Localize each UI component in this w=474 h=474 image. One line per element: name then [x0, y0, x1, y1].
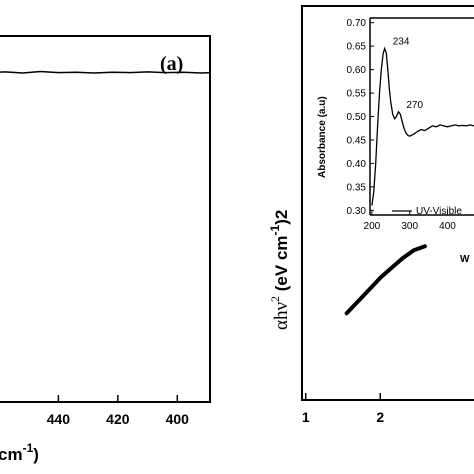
- inset-y-tick-label: 0.65: [347, 42, 367, 53]
- inset-y-tick-label: 0.30: [347, 206, 367, 217]
- panel-b-ylabel-sup2: -1: [268, 224, 282, 235]
- inset-series-line: [371, 46, 474, 206]
- panel-b-ylabel-lead: αhν: [271, 302, 292, 330]
- panel-b-inset: 0.30 0.35 0.40 0.45 0.50 0.55 0.60 0.65 0.70 200…: [317, 17, 474, 265]
- inset-x-axis-title: W: [460, 254, 470, 265]
- inset-x-tick-label: 400: [439, 221, 456, 232]
- inset-background: [370, 20, 474, 213]
- panel-a-x-tick-label: 440: [47, 411, 71, 427]
- inset-x-ticks: 200 300 400: [364, 211, 456, 232]
- inset-y-ticks: 0.30 0.35 0.40 0.45 0.50 0.55 0.60 0.65 0.70: [347, 18, 374, 217]
- inset-y-tick-label: 0.40: [347, 159, 367, 170]
- panel-b-ylabel-sup1: 2: [268, 296, 282, 302]
- panel-a-x-tick-label: 420: [106, 411, 130, 427]
- panel-a-xlabel-tail: ): [33, 445, 39, 464]
- panel-a-x-ticks: 440 420 400: [47, 395, 189, 427]
- panel-a-x-axis-title: cm-1): [0, 441, 39, 464]
- inset-legend-label: UV-Visible: [416, 206, 462, 217]
- panel-b-y-axis-title: αhν2 (eV cm-1)2: [268, 210, 292, 330]
- panel-b-x-tick-label: 1: [302, 409, 310, 425]
- inset-y-axis-title: Absorbance (a.u): [317, 96, 328, 178]
- inset-y-tick-label: 0.70: [347, 18, 367, 29]
- panel-a-xlabel-main: cm: [0, 445, 23, 464]
- panel-a: (a) 440 420 400 cm-1): [0, 35, 211, 464]
- inset-peak-label: 270: [406, 100, 423, 111]
- inset-y-tick-label: 0.35: [347, 182, 367, 193]
- panel-a-xlabel-sup: -1: [23, 441, 34, 455]
- inset-x-tick-label: 200: [364, 221, 381, 232]
- inset-y-tick-label: 0.50: [347, 112, 367, 123]
- inset-y-tick-label: 0.45: [347, 135, 367, 146]
- panel-a-frame: [0, 35, 211, 403]
- panel-a-label: (a): [160, 53, 183, 75]
- panel-a-x-tick-label: 400: [166, 411, 190, 427]
- panel-b-frame: [301, 5, 474, 401]
- panel-b-x-tick-label: 2: [376, 409, 384, 425]
- inset-peak-label: 234: [393, 36, 410, 47]
- inset-y-tick-label: 0.55: [347, 89, 367, 100]
- panel-b-series-line: [344, 244, 427, 316]
- inset-y-tick-label: 0.60: [347, 65, 367, 76]
- inset-annotations: 234 270: [393, 36, 424, 110]
- panel-b-ylabel-mid: (eV cm: [272, 235, 291, 295]
- panel-a-series-line: [0, 70, 211, 74]
- inset-x-tick-label: 300: [401, 221, 418, 232]
- panel-b-ylabel-tail: )2: [272, 210, 291, 225]
